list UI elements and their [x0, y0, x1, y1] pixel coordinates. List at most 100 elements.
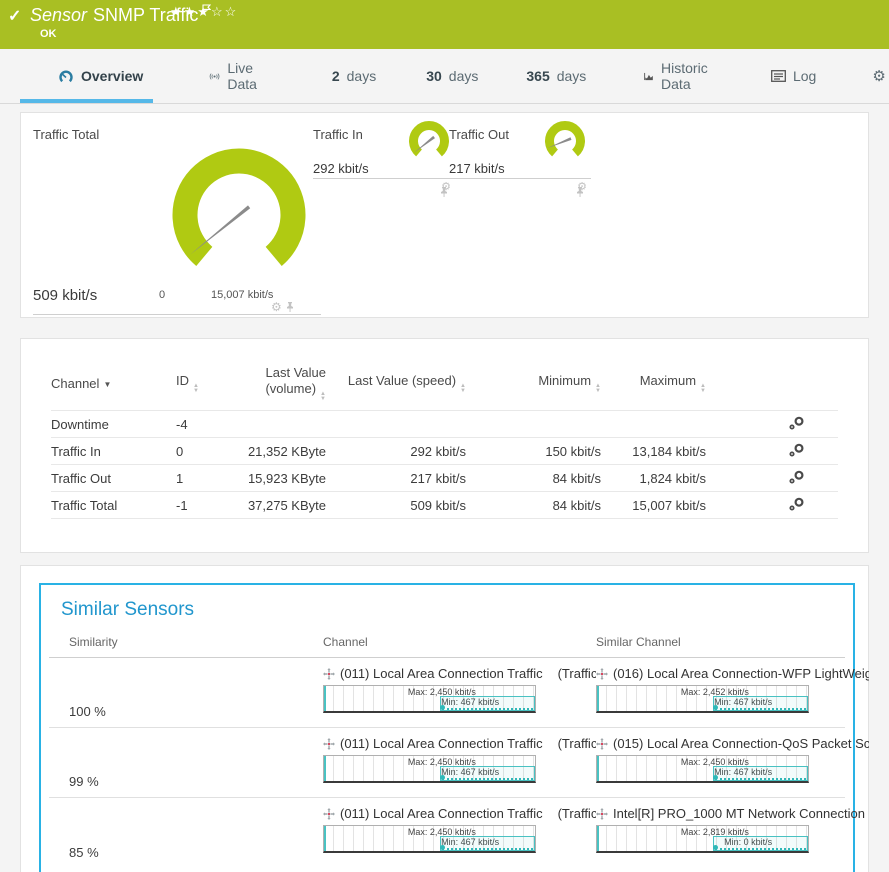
gauge-settings-gear-icon[interactable]: ⚙	[271, 300, 282, 314]
active-tab-underline	[20, 99, 154, 103]
traffic-total-gauge[interactable]	[133, 143, 345, 293]
graph-selection-box	[713, 766, 808, 781]
similar-channel-name[interactable]: (016) Local Area Connection-WFP LightWei…	[613, 666, 869, 681]
tab-historic-data[interactable]: Historic Data	[644, 49, 713, 103]
tab-live-data[interactable]: Live Data	[209, 49, 264, 103]
status-badge: OK	[40, 28, 57, 40]
channel-minigraph[interactable]: Max: 2,450 kbit/s Min: 467 kbit/s	[323, 825, 536, 853]
move-crosshair-icon[interactable]	[596, 807, 608, 820]
priority-flag-icon[interactable]	[202, 0, 212, 20]
tab-label: Overview	[81, 68, 144, 84]
graph-data-point	[440, 705, 446, 710]
move-crosshair-icon[interactable]	[323, 807, 335, 820]
col-header-volume[interactable]: Last Value (volume) ▲ ▼	[265, 365, 326, 403]
sort-icon: ▲ ▼	[193, 383, 199, 395]
similar-channel-cell: (015) Local Area Connection-QoS Packet S…	[596, 736, 869, 783]
graph-data-line	[442, 848, 533, 850]
traffic-out-gauge[interactable]	[541, 119, 589, 167]
move-crosshair-icon[interactable]	[596, 737, 608, 750]
col-header-speed[interactable]: Last Value (speed) ▲ ▼	[347, 373, 466, 395]
similar-channel-minigraph[interactable]: Max: 2,452 kbit/s Min: 467 kbit/s	[596, 685, 809, 713]
cell-speed: 292 kbit/s	[410, 443, 466, 459]
tab-label: days	[448, 68, 479, 84]
cell-minimum: 150 kbit/s	[545, 443, 601, 459]
ok-check-icon: ✓	[8, 8, 22, 25]
traffic-total-value: 509 kbit/s	[33, 287, 98, 304]
cell-channel[interactable]: Traffic In	[51, 443, 101, 459]
traffic-in-gauge[interactable]	[405, 119, 453, 167]
tab-bar: Overview Live Data 2 days 30 days 365 da…	[0, 49, 889, 104]
col-header-maximum[interactable]: Maximum ▲ ▼	[639, 373, 706, 395]
channel-settings-gears-icon[interactable]	[788, 443, 805, 461]
graph-selection-box	[713, 836, 808, 851]
cell-channel[interactable]: Traffic Total	[51, 497, 118, 513]
similar-sensor-row: 100 % (011) Local Area Connection Traffi…	[49, 658, 869, 728]
pin-icon[interactable]	[285, 301, 295, 313]
cell-channel[interactable]: Traffic Out	[51, 470, 111, 486]
gauges-panel: Traffic Total 509 kbit/s 0 15,007 kbit/s…	[20, 112, 869, 318]
col-header-channel: Channel	[323, 635, 368, 649]
cell-id: -4	[176, 416, 188, 432]
priority-stars[interactable]: ★★★☆☆	[170, 4, 239, 19]
col-header-id[interactable]: ID ▲ ▼	[176, 373, 199, 395]
tab-label: Live Data	[227, 60, 257, 92]
similar-channel-minigraph[interactable]: Max: 2,819 kbit/s Min: 0 kbit/s	[596, 825, 809, 853]
tab-label: days	[346, 68, 377, 84]
graph-selection-box	[440, 766, 535, 781]
channel-cell: (011) Local Area Connection Traffic (Tra…	[323, 806, 596, 853]
tab-settings[interactable]: ⚙ Settings	[872, 49, 889, 103]
cell-volume: 21,352 KByte	[247, 443, 326, 459]
similar-channel-minigraph[interactable]: Max: 2,450 kbit/s Min: 467 kbit/s	[596, 755, 809, 783]
move-crosshair-icon[interactable]	[323, 737, 335, 750]
col-header-minimum[interactable]: Minimum ▲ ▼	[538, 373, 601, 395]
sensor-status-header: ✓ Sensor SNMP Traffic ★★★☆☆ OK	[0, 0, 889, 49]
col-header-channel[interactable]: Channel ▼	[51, 376, 112, 392]
graph-cursor-line	[597, 756, 599, 781]
channel-name-suffix: (Traffic To	[557, 736, 596, 751]
gauge-icon	[59, 70, 73, 82]
similar-channel-name[interactable]: Intel[R] PRO_1000 MT Network Connection	[613, 806, 865, 821]
tab-log[interactable]: Log	[771, 49, 816, 103]
pin-icon[interactable]	[575, 186, 585, 198]
move-crosshair-icon[interactable]	[323, 667, 335, 680]
gauge-settings-gear-icon[interactable]: ⚙	[577, 181, 587, 193]
tab-365-days[interactable]: 365 days	[526, 49, 586, 103]
traffic-out-value: 217 kbit/s	[449, 161, 505, 176]
channel-name[interactable]: (011) Local Area Connection Traffic	[340, 736, 543, 751]
tab-overview[interactable]: Overview	[20, 49, 154, 103]
channel-minigraph[interactable]: Max: 2,450 kbit/s Min: 467 kbit/s	[323, 685, 536, 713]
sort-icon: ▲ ▼	[595, 383, 601, 395]
pin-icon[interactable]	[439, 186, 449, 198]
cell-id: 0	[176, 443, 184, 459]
move-crosshair-icon[interactable]	[596, 667, 608, 680]
graph-max-label: Max: 2,450 kbit/s	[407, 757, 476, 767]
graph-max-label: Max: 2,450 kbit/s	[407, 687, 476, 697]
channel-settings-gears-icon[interactable]	[788, 470, 805, 488]
cell-channel[interactable]: Downtime	[51, 416, 109, 432]
graph-data-point	[713, 775, 719, 780]
tab-2-days[interactable]: 2 days	[332, 49, 376, 103]
gauge-settings-gear-icon[interactable]: ⚙	[441, 181, 451, 193]
channel-settings-gears-icon[interactable]	[788, 416, 805, 434]
channel-minigraph[interactable]: Max: 2,450 kbit/s Min: 467 kbit/s	[323, 755, 536, 783]
tab-30-days[interactable]: 30 days	[426, 49, 478, 103]
page-title: Sensor SNMP Traffic	[30, 4, 212, 26]
channel-table-body: Downtime -4 Traffic In 0 21,352 KByte 29…	[51, 410, 838, 520]
graph-data-point	[713, 845, 719, 850]
channel-name[interactable]: (011) Local Area Connection Traffic	[340, 666, 543, 681]
similar-sensors-title: Similar Sensors	[61, 599, 195, 620]
graph-cursor-line	[597, 826, 599, 851]
similar-sensors-body: 100 % (011) Local Area Connection Traffi…	[41, 658, 869, 868]
traffic-in-value: 292 kbit/s	[313, 161, 369, 176]
channel-table-row: Traffic Total -1 37,275 KByte 509 kbit/s…	[51, 491, 838, 518]
similar-sensors-header: Similarity Channel Similar Channel	[49, 635, 845, 658]
tab-number: 2	[331, 68, 340, 84]
similar-channel-name[interactable]: (015) Local Area Connection-QoS Packet S…	[613, 736, 869, 751]
graph-max-label: Max: 2,452 kbit/s	[680, 687, 749, 697]
tab-number: 365	[526, 68, 550, 84]
channel-name[interactable]: (011) Local Area Connection Traffic	[340, 806, 543, 821]
col-header-similar-channel: Similar Channel	[596, 635, 681, 649]
channel-cell: (011) Local Area Connection Traffic (Tra…	[323, 666, 596, 713]
channel-settings-gears-icon[interactable]	[788, 497, 805, 515]
cell-minimum: 84 kbit/s	[552, 470, 601, 486]
